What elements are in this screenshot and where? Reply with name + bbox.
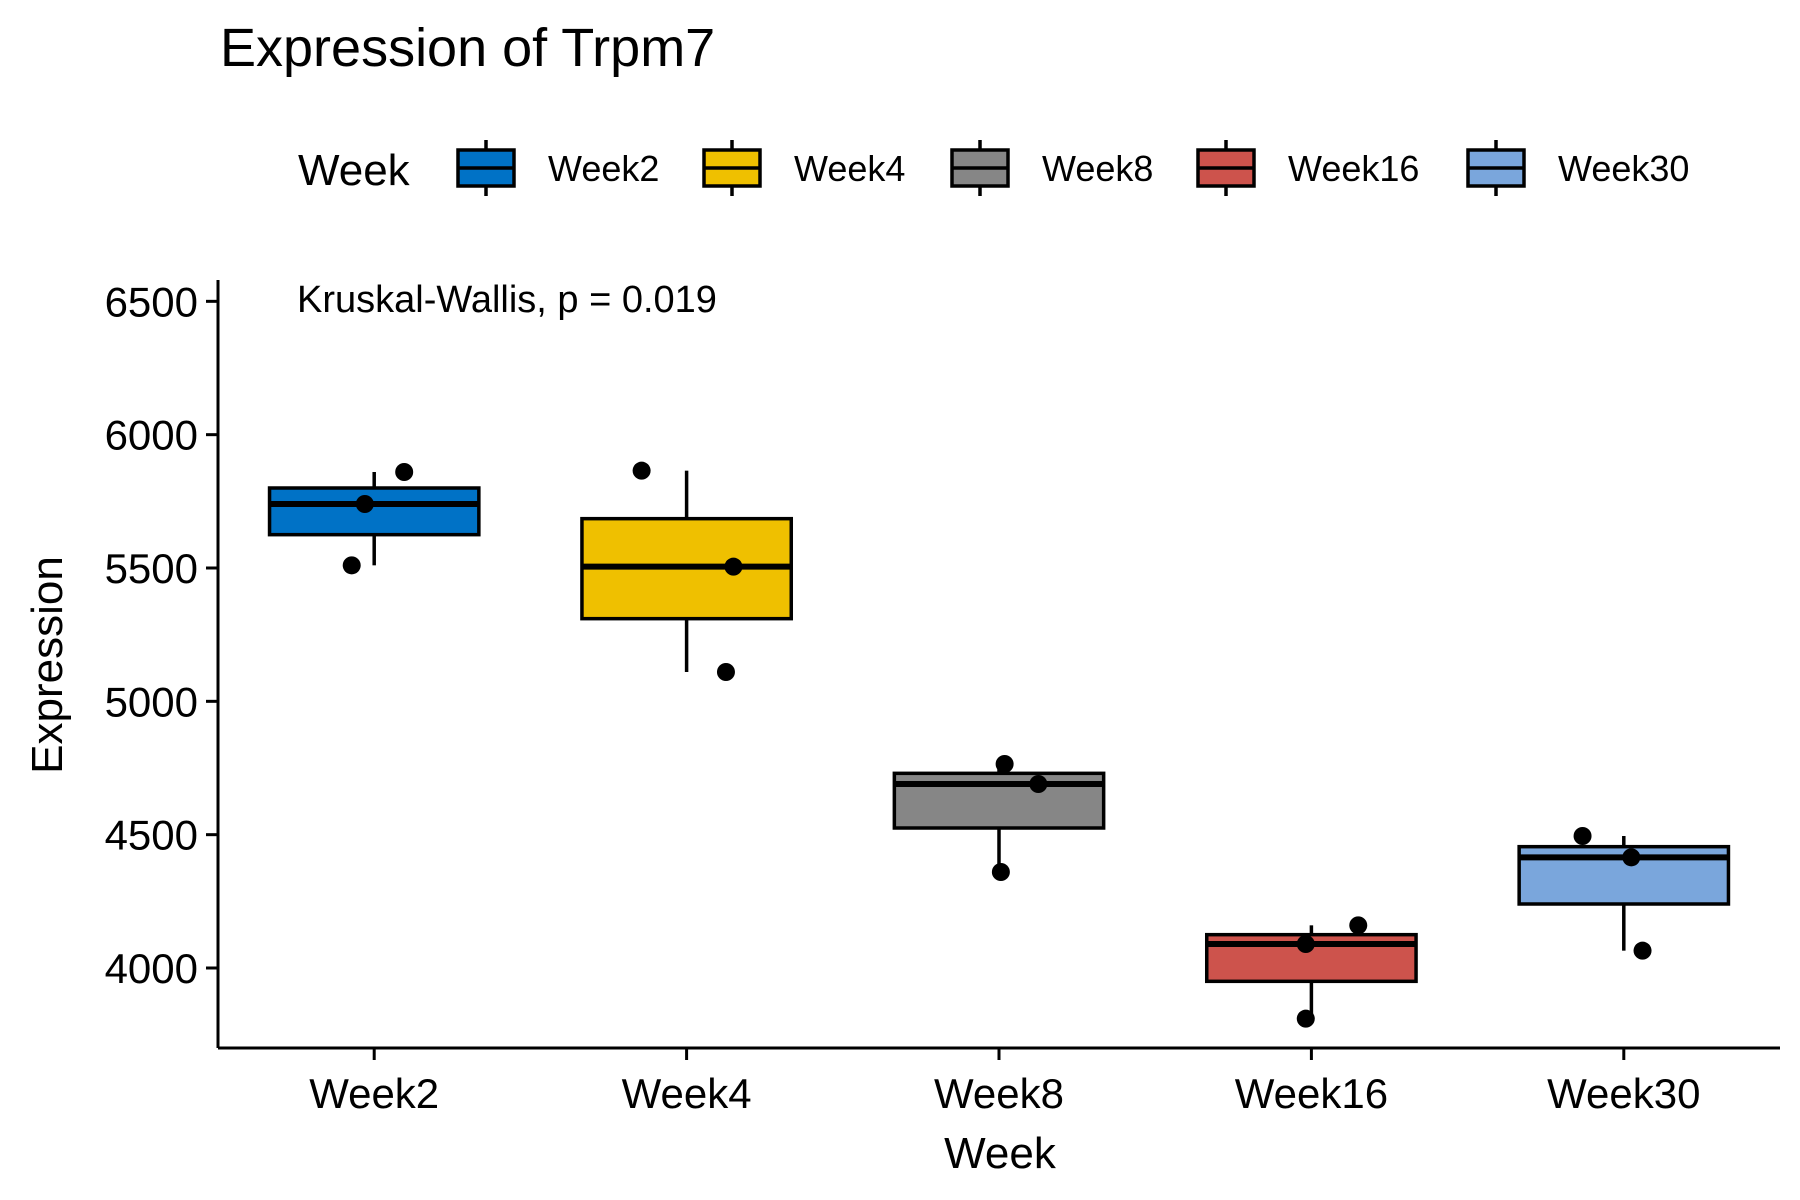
y-tick-label: 4000 [105,945,198,992]
kruskal-wallis-annotation: Kruskal-Wallis, p = 0.019 [297,279,717,321]
data-point [724,557,743,576]
data-point [1633,941,1652,960]
x-axis-title: Week [944,1129,1057,1178]
legend-label: Week16 [1288,148,1419,189]
legend-key [950,140,1010,196]
legend-key [1196,140,1256,196]
legend-item-week4: Week4 [702,140,905,196]
y-tick-label: 4500 [105,812,198,859]
plot-area: 4000 4500 5000 5500 6000 6500 Week2 Week4 Week8 W… [105,278,1780,1117]
data-point [632,461,651,480]
legend-key [702,140,762,196]
box-week2 [267,472,481,566]
legend-label: Week2 [548,148,659,189]
data-point [1349,916,1368,935]
interquartile-box [267,486,481,537]
legend-key [1466,140,1526,196]
legend-item-week30: Week30 [1466,140,1689,196]
legend-item-week16: Week16 [1196,140,1419,196]
x-tick-label: Week30 [1547,1070,1700,1117]
box-week4 [580,470,794,672]
x-tick-label: Week16 [1235,1070,1388,1117]
chart-title: Expression of Trpm7 [220,18,715,78]
data-point [1622,848,1641,867]
y-tick-label: 5500 [105,545,198,592]
x-tick-label: Week2 [309,1070,439,1117]
x-tick-label: Week4 [622,1070,752,1117]
legend-title: Week [298,146,411,195]
box-week8 [892,764,1106,872]
data-point [355,495,374,513]
data-point [716,663,735,681]
data-point [1029,775,1048,793]
y-tick-label: 6500 [105,278,198,325]
legend-item-week8: Week8 [950,140,1153,196]
legend: Week Week2 Week4 Week8 Week16 Week30 [298,140,1689,196]
y-tick-label: 5000 [105,678,198,725]
data-point [991,863,1010,881]
legend-label: Week4 [794,148,905,189]
data-point [1296,935,1315,953]
data-point [995,755,1014,773]
legend-label: Week8 [1042,148,1153,189]
data-point [395,463,414,481]
legend-label: Week30 [1558,148,1689,189]
legend-key [456,140,516,196]
y-tick-label: 6000 [105,412,198,459]
data-point [1573,827,1592,845]
data-point [342,556,361,575]
legend-item-week2: Week2 [456,140,659,196]
y-axis-title: Expression [23,556,72,774]
data-point [1296,1009,1315,1028]
x-tick-label: Week8 [934,1070,1064,1117]
